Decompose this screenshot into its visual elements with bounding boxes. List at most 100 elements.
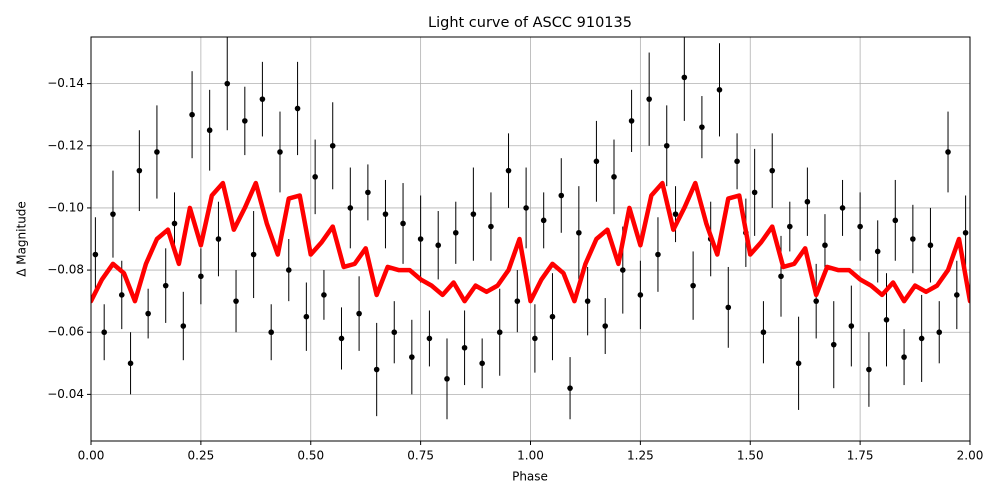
data-point (365, 189, 371, 196)
data-point (813, 298, 819, 304)
data-point (479, 360, 485, 367)
data-point (118, 292, 125, 298)
data-point (145, 310, 151, 317)
data-point (628, 118, 635, 124)
y-tick-label: −0.10 (47, 200, 84, 214)
data-point (505, 167, 512, 174)
x-tick-label: 1.25 (627, 449, 654, 463)
data-point (549, 313, 556, 320)
model-curve (91, 180, 970, 304)
data-point (901, 354, 907, 360)
data-point (136, 167, 143, 174)
data-point (690, 282, 696, 289)
data-point (452, 229, 459, 236)
x-axis-label: Phase (512, 470, 548, 484)
data-point (892, 217, 899, 224)
data-point (162, 282, 169, 289)
data-point (189, 111, 195, 118)
data-point (285, 267, 292, 273)
data-point (699, 124, 705, 130)
data-point (426, 335, 433, 342)
x-tick-label: 1.50 (737, 449, 764, 463)
marks (91, 37, 970, 420)
data-point (127, 360, 134, 367)
data-point (242, 118, 248, 124)
data-point (857, 223, 863, 230)
data-point (918, 335, 925, 342)
data-point (338, 335, 345, 342)
data-point (883, 317, 890, 323)
data-point (303, 313, 310, 320)
data-point (277, 149, 283, 155)
data-point (356, 310, 362, 317)
data-point (180, 323, 187, 329)
data-point (154, 149, 160, 155)
data-point (716, 87, 723, 93)
data-point (215, 236, 222, 242)
data-point (206, 127, 213, 134)
data-point (268, 329, 274, 336)
y-tick-label: −0.04 (47, 387, 84, 401)
data-point (584, 298, 591, 304)
data-point (962, 229, 969, 236)
data-point (461, 344, 468, 351)
data-point (778, 273, 784, 280)
data-point (347, 205, 354, 211)
data-point (725, 304, 732, 311)
data-point (488, 223, 494, 230)
data-point (514, 298, 521, 304)
y-tick-label: −0.08 (47, 263, 84, 277)
data-point (787, 223, 793, 230)
data-point (496, 329, 503, 336)
x-tick-label: 0.50 (297, 449, 324, 463)
data-point (874, 248, 881, 255)
data-point (435, 242, 442, 249)
data-point (769, 167, 776, 174)
data-point (110, 211, 116, 217)
data-point (760, 329, 767, 336)
data-point (602, 323, 609, 329)
data-point (927, 242, 934, 249)
y-tick-label: −0.06 (47, 325, 84, 339)
data-point (663, 142, 670, 149)
data-point (470, 211, 477, 217)
data-point (321, 292, 327, 298)
x-tick-label: 1.75 (847, 449, 874, 463)
data-point (417, 236, 424, 242)
data-point (954, 292, 960, 298)
data-point (329, 142, 336, 149)
axes: 0.00 0.25 0.50 0.75 1.00 1.25 1.50 1.75 2.00 −0.1… (47, 76, 983, 462)
data-point (822, 242, 828, 249)
data-point (945, 149, 951, 155)
data-point (672, 211, 679, 217)
data-point (576, 229, 582, 236)
data-point (558, 192, 565, 199)
data-point (795, 360, 802, 367)
data-point (936, 329, 943, 336)
data-point (910, 236, 916, 242)
data-point (444, 376, 450, 382)
y-tick-label: −0.12 (47, 138, 84, 152)
y-axis-label: Δ Magnitude (15, 201, 29, 277)
data-point (250, 251, 257, 258)
data-point (382, 211, 389, 217)
data-point (804, 198, 811, 205)
x-tick-label: 1.00 (517, 449, 544, 463)
x-tick-label: 0.00 (78, 449, 105, 463)
data-point (830, 341, 837, 348)
data-point (646, 96, 652, 102)
data-point (373, 366, 380, 373)
data-point (391, 329, 398, 336)
data-point (312, 174, 318, 180)
data-point (839, 205, 846, 211)
x-tick-label: 0.75 (407, 449, 434, 463)
data-point (233, 298, 239, 304)
data-point (637, 292, 644, 298)
data-point (866, 366, 872, 373)
data-point (101, 329, 107, 336)
data-point (409, 354, 415, 360)
y-tick-label: −0.14 (47, 76, 84, 90)
data-point (92, 251, 99, 258)
data-point (294, 105, 301, 112)
